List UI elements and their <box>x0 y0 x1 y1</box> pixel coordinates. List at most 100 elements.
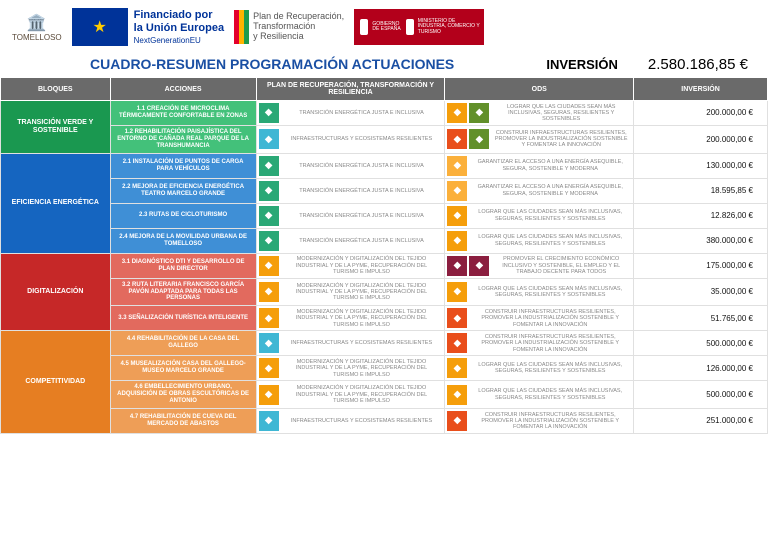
plan-icon: ◆ <box>259 206 279 226</box>
table-row: 2.3 RUTAS DE CICLOTURISMO◆TRANSICIÓN ENE… <box>1 203 768 228</box>
plan-icon: ◆ <box>259 385 279 405</box>
table-row: DIGITALIZACIÓN3.1 DIAGNÓSTICO DTI Y DESA… <box>1 253 768 278</box>
plan-cell: ◆INFRAESTRUCTURAS Y ECOSISTEMAS RESILIEN… <box>256 409 445 434</box>
ods-icon: ◆ <box>447 206 467 226</box>
ods-icon: ◆ <box>447 282 467 302</box>
page-title: CUADRO-RESUMEN PROGRAMACIÓN ACTUACIONES <box>90 56 454 72</box>
ods-cell: ◆CONSTRUIR INFRAESTRUCTURAS RESILIENTES,… <box>445 409 634 434</box>
ods-icon: ◆ <box>469 129 489 149</box>
plan-text: TRANSICIÓN ENERGÉTICA JUSTA E INCLUSIVA <box>281 238 443 244</box>
ods-icon: ◆ <box>447 333 467 353</box>
plan-block: Plan de Recuperación, Transformación y R… <box>234 10 344 44</box>
ods-cell: ◆◆LOGRAR QUE LAS CIUDADES SEAN MÁS INCLU… <box>445 101 634 126</box>
ods-icon: ◆ <box>447 411 467 431</box>
table-row: 4.7 REHABILITACIÓN DE CUEVA DEL MERCADO … <box>1 409 768 434</box>
ods-text: LOGRAR QUE LAS CIUDADES SEAN MÁS INCLUSI… <box>491 104 631 123</box>
actions-table: BLOQUESACCIONESPLAN DE RECUPERACIÓN, TRA… <box>0 77 768 434</box>
plan-text: MODERNIZACIÓN Y DIGITALIZACIÓN DEL TEJID… <box>281 385 443 404</box>
plan-text: MODERNIZACIÓN Y DIGITALIZACIÓN DEL TEJID… <box>281 256 443 275</box>
ods-cell: ◆LOGRAR QUE LAS CIUDADES SEAN MÁS INCLUS… <box>445 356 634 381</box>
column-header: INVERSIÓN <box>634 78 768 101</box>
plan-text: MODERNIZACIÓN Y DIGITALIZACIÓN DEL TEJID… <box>281 359 443 378</box>
ods-cell: ◆GARANTIZAR EL ACCESO A UNA ENERGÍA ASEQ… <box>445 153 634 178</box>
eu-line1: Financiado por <box>134 9 224 21</box>
plan-text: INFRAESTRUCTURAS Y ECOSISTEMAS RESILIENT… <box>281 418 443 424</box>
table-row: TRANSICIÓN VERDE Y SOSTENIBLE1.1 CREACIÓ… <box>1 101 768 126</box>
plan-cell: ◆TRANSICIÓN ENERGÉTICA JUSTA E INCLUSIVA <box>256 101 445 126</box>
ods-text: CONSTRUIR INFRAESTRUCTURAS RESILIENTES, … <box>469 412 631 431</box>
block-cell: TRANSICIÓN VERDE Y SOSTENIBLE <box>1 101 111 154</box>
table-row: 3.3 SEÑALIZACIÓN TURÍSTICA INTELIGENTE◆M… <box>1 306 768 331</box>
ods-cell: ◆LOGRAR QUE LAS CIUDADES SEAN MÁS INCLUS… <box>445 381 634 409</box>
eu-block: ★ Financiado por la Unión Europea NextGe… <box>72 8 224 46</box>
table-row: 1.2 REHABILITACIÓN PAISAJÍSTICA DEL ENTO… <box>1 126 768 154</box>
plan-text: TRANSICIÓN ENERGÉTICA JUSTA E INCLUSIVA <box>281 110 443 116</box>
table-header-row: BLOQUESACCIONESPLAN DE RECUPERACIÓN, TRA… <box>1 78 768 101</box>
action-cell: 2.4 MEJORA DE LA MOVILIDAD URBANA DE TOM… <box>110 228 256 253</box>
column-header: BLOQUES <box>1 78 111 101</box>
shield-icon <box>360 19 368 35</box>
table-row: 2.2 MEJORA DE EFICIENCIA ENERGÉTICA TEAT… <box>1 178 768 203</box>
ods-icon: ◆ <box>447 231 467 251</box>
plan-cell: ◆MODERNIZACIÓN Y DIGITALIZACIÓN DEL TEJI… <box>256 278 445 306</box>
ods-text: LOGRAR QUE LAS CIUDADES SEAN MÁS INCLUSI… <box>469 234 631 247</box>
ods-cell: ◆CONSTRUIR INFRAESTRUCTURAS RESILIENTES,… <box>445 306 634 331</box>
table-row: 4.6 EMBELLECIMIENTO URBANO, ADQUISICIÓN … <box>1 381 768 409</box>
plan-cell: ◆MODERNIZACIÓN Y DIGITALIZACIÓN DEL TEJI… <box>256 381 445 409</box>
plan-cell: ◆TRANSICIÓN ENERGÉTICA JUSTA E INCLUSIVA <box>256 178 445 203</box>
plan-cell: ◆TRANSICIÓN ENERGÉTICA JUSTA E INCLUSIVA <box>256 203 445 228</box>
ods-icon: ◆ <box>469 256 489 276</box>
plan-icon: ◆ <box>259 181 279 201</box>
action-cell: 4.7 REHABILITACIÓN DE CUEVA DEL MERCADO … <box>110 409 256 434</box>
plan-icon: ◆ <box>259 231 279 251</box>
action-cell: 3.2 RUTA LITERARIA FRANCISCO GARCÍA PAVÓ… <box>110 278 256 306</box>
eu-line3: NextGenerationEU <box>134 36 224 45</box>
eu-flag-icon: ★ <box>72 8 128 46</box>
investment-cell: 130.000,00 € <box>634 153 768 178</box>
investment-cell: 175.000,00 € <box>634 253 768 278</box>
table-row: EFICIENCIA ENERGÉTICA2.1 INSTALACIÓN DE … <box>1 153 768 178</box>
plan-text: INFRAESTRUCTURAS Y ECOSISTEMAS RESILIENT… <box>281 136 443 142</box>
table-row: COMPETITIVIDAD4.4 REHABILITACIÓN DE LA C… <box>1 331 768 356</box>
investment-cell: 18.595,85 € <box>634 178 768 203</box>
plan-icon: ◆ <box>259 129 279 149</box>
ods-text: CONSTRUIR INFRAESTRUCTURAS RESILIENTES, … <box>491 130 631 149</box>
investment-cell: 500.000,00 € <box>634 331 768 356</box>
plan-cell: ◆MODERNIZACIÓN Y DIGITALIZACIÓN DEL TEJI… <box>256 253 445 278</box>
plan-cell: ◆INFRAESTRUCTURAS Y ECOSISTEMAS RESILIEN… <box>256 126 445 154</box>
ods-icon: ◆ <box>447 358 467 378</box>
building-icon: 🏛️ <box>27 13 47 33</box>
ods-cell: ◆CONSTRUIR INFRAESTRUCTURAS RESILIENTES,… <box>445 331 634 356</box>
column-header: PLAN DE RECUPERACIÓN, TRANSFORMACIÓN Y R… <box>256 78 445 101</box>
ods-cell: ◆◆CONSTRUIR INFRAESTRUCTURAS RESILIENTES… <box>445 126 634 154</box>
plan-text: INFRAESTRUCTURAS Y ECOSISTEMAS RESILIENT… <box>281 340 443 346</box>
ods-cell: ◆◆PROMOVER EL CRECIMIENTO ECONÓMICO INCL… <box>445 253 634 278</box>
shield-icon <box>406 19 414 35</box>
ods-cell: ◆LOGRAR QUE LAS CIUDADES SEAN MÁS INCLUS… <box>445 278 634 306</box>
plan-icon: ◆ <box>259 282 279 302</box>
gov-block: GOBIERNO DE ESPAÑA MINISTERIO DE INDUSTR… <box>354 9 484 45</box>
block-cell: COMPETITIVIDAD <box>1 331 111 434</box>
plan-cell: ◆TRANSICIÓN ENERGÉTICA JUSTA E INCLUSIVA <box>256 228 445 253</box>
plan-text: TRANSICIÓN ENERGÉTICA JUSTA E INCLUSIVA <box>281 163 443 169</box>
action-cell: 3.3 SEÑALIZACIÓN TURÍSTICA INTELIGENTE <box>110 306 256 331</box>
ods-icon: ◆ <box>447 156 467 176</box>
ods-icon: ◆ <box>447 256 467 276</box>
action-cell: 1.2 REHABILITACIÓN PAISAJÍSTICA DEL ENTO… <box>110 126 256 154</box>
plan-logo-icon <box>234 10 249 44</box>
ods-text: GARANTIZAR EL ACCESO A UNA ENERGÍA ASEQU… <box>469 184 631 197</box>
action-cell: 4.4 REHABILITACIÓN DE LA CASA DEL GALLEG… <box>110 331 256 356</box>
gov-right: MINISTERIO DE INDUSTRIA, COMERCIO Y TURI… <box>418 19 482 36</box>
ods-text: PROMOVER EL CRECIMIENTO ECONÓMICO INCLUS… <box>491 256 631 275</box>
ods-cell: ◆GARANTIZAR EL ACCESO A UNA ENERGÍA ASEQ… <box>445 178 634 203</box>
plan-icon: ◆ <box>259 411 279 431</box>
plan-cell: ◆MODERNIZACIÓN Y DIGITALIZACIÓN DEL TEJI… <box>256 356 445 381</box>
eu-line2: la Unión Europea <box>134 22 224 34</box>
ods-text: LOGRAR QUE LAS CIUDADES SEAN MÁS INCLUSI… <box>469 286 631 299</box>
gov-left: GOBIERNO DE ESPAÑA <box>372 22 401 33</box>
plan-text: TRANSICIÓN ENERGÉTICA JUSTA E INCLUSIVA <box>281 213 443 219</box>
action-cell: 1.1 CREACIÓN DE MICROCLIMA TÉRMICAMENTE … <box>110 101 256 126</box>
action-cell: 2.2 MEJORA DE EFICIENCIA ENERGÉTICA TEAT… <box>110 178 256 203</box>
plan-icon: ◆ <box>259 358 279 378</box>
action-cell: 4.5 MUSEALIZACIÓN CASA DEL GALLEGO- MUSE… <box>110 356 256 381</box>
